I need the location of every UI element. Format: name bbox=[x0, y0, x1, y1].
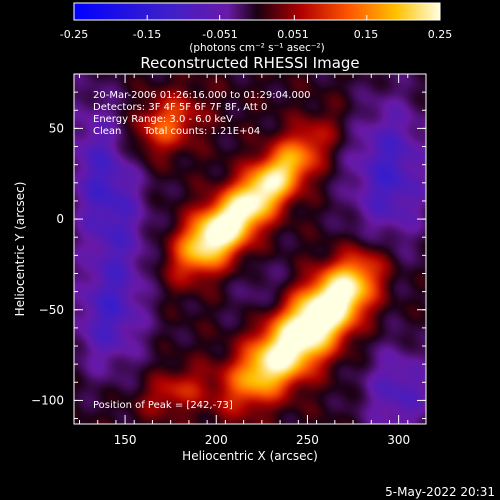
annotations: 20-Mar-2006 01:26:16.000 to 01:29:04.000… bbox=[93, 90, 311, 411]
peak-position-text: Position of Peak = [242,-73] bbox=[93, 400, 233, 411]
detectors-text: Detectors: 3F 4F 5F 6F 7F 8F, Att 0 bbox=[93, 102, 267, 113]
y-tick-label: −50 bbox=[39, 303, 64, 317]
y-tick-label: 0 bbox=[56, 212, 64, 226]
colorbar-gradient bbox=[74, 3, 440, 20]
colorbar-units-label: (photons cm⁻² s⁻¹ asec⁻²) bbox=[189, 42, 324, 54]
heatmap-image bbox=[74, 74, 426, 424]
axis-ticks bbox=[74, 74, 426, 424]
colorbar-frame bbox=[73, 2, 441, 21]
chart-title: Reconstructed RHESSI Image bbox=[140, 54, 359, 72]
x-tick-label: 300 bbox=[387, 433, 410, 447]
colorbar-tick-label: 0.15 bbox=[354, 28, 379, 41]
x-tick-label: 200 bbox=[205, 433, 228, 447]
colorbar-tick-label: 0.051 bbox=[277, 28, 309, 41]
total-counts-text: Total counts: 1.21E+04 bbox=[143, 126, 260, 137]
energy-range-text: Energy Range: 3.0 - 6.0 keV bbox=[93, 114, 233, 125]
x-axis-label: Heliocentric X (arcsec) bbox=[182, 449, 318, 463]
y-tick-label: 50 bbox=[49, 121, 64, 135]
x-tick-label: 150 bbox=[114, 433, 137, 447]
plot-frame bbox=[73, 73, 427, 425]
y-axis-label: Heliocentric Y (arcsec) bbox=[13, 182, 27, 317]
y-tick-label: −100 bbox=[31, 393, 64, 407]
date-stamp: 5-May-2022 20:31 bbox=[385, 485, 495, 499]
colorbar-tick-label: -0.25 bbox=[60, 28, 88, 41]
colorbar: -0.25 -0.15 -0.051 0.051 0.15 0.25 (phot… bbox=[60, 2, 453, 54]
y-tick-labels: 50 0 −50 −100 bbox=[31, 121, 64, 407]
colorbar-tick-label: -0.051 bbox=[202, 28, 237, 41]
time-range-text: 20-Mar-2006 01:26:16.000 to 01:29:04.000 bbox=[93, 90, 311, 101]
x-tick-labels: 150 200 250 300 bbox=[114, 433, 410, 447]
heatmap-area bbox=[74, 74, 426, 424]
x-tick-label: 250 bbox=[296, 433, 319, 447]
colorbar-tick-label: 0.25 bbox=[428, 28, 453, 41]
colorbar-tick-label: -0.15 bbox=[133, 28, 161, 41]
clean-text: Clean bbox=[93, 126, 121, 137]
